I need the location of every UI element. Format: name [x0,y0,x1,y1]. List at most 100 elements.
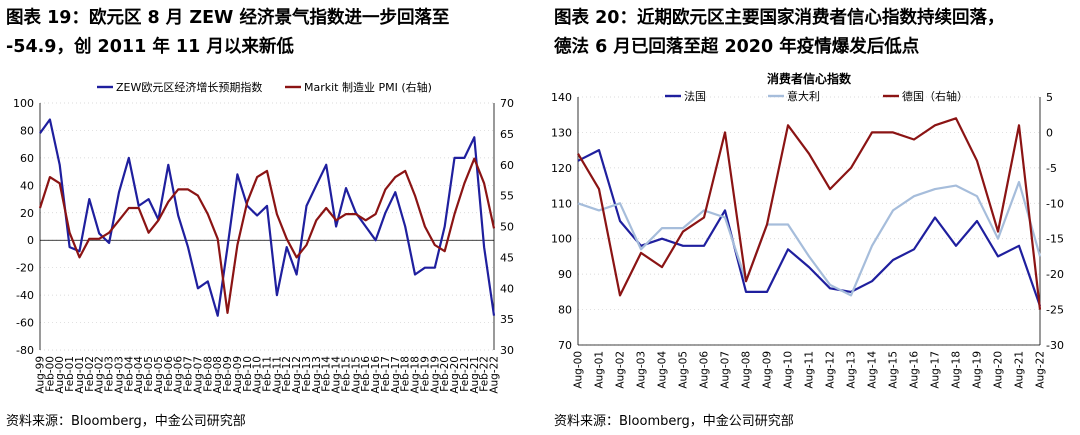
legend-label: Markit 制造业 PMI (右轴) [304,80,432,94]
x-tick-label: Aug-07 [192,356,204,394]
x-tick-label: Aug-08 [741,351,753,389]
legend-label: 法国 [684,89,706,103]
x-tick-label: Feb-07 [183,356,195,392]
x-tick-label: Feb-06 [163,356,175,392]
series-line-0 [39,118,496,317]
legend-label: ZEW欧元区经济增长预期指数 [116,80,262,94]
x-tick-label: Feb-12 [281,356,293,392]
x-tick-label: Feb-04 [123,356,135,392]
x-tick-label: Feb-15 [340,356,352,392]
x-tick-label: Aug-10 [783,351,795,389]
x-tick-label: Aug-07 [720,351,732,389]
y-tick-right: 35 [500,313,514,326]
y-tick-right: -10 [1046,197,1064,210]
x-tick-label: Aug-17 [390,356,402,394]
x-tick-label: Feb-20 [439,356,451,392]
x-tick-label: Aug-14 [331,356,343,394]
x-tick-label: Feb-08 [202,356,214,392]
x-tick-label: Aug-17 [930,351,942,389]
right-title: 图表 20：近期欧元区主要国家消费者信心指数持续回落， 德法 6 月已回落至超 … [554,8,1005,57]
x-tick-label: Aug-18 [951,351,963,389]
x-tick-label: Aug-18 [410,356,422,394]
x-tick-label: Aug-20 [993,351,1005,389]
y-tick-right: 5 [1046,91,1053,104]
x-tick-label: Feb-14 [321,356,333,392]
y-tick-left: 100 [13,97,34,110]
series-line-2 [577,117,1042,310]
x-tick-label: Aug-04 [133,356,145,394]
x-tick-label: Aug-15 [888,351,900,389]
x-tick-label: Feb-01 [64,356,76,392]
x-tick-label: Aug-02 [615,351,627,389]
right-panel: 图表 20：近期欧元区主要国家消费者信心指数持续回落， 德法 6 月已回落至超 … [548,0,1080,435]
x-tick-label: Aug-15 [350,356,362,394]
x-tick-label: Feb-03 [104,356,116,392]
x-tick-label: Aug-21 [1014,351,1026,389]
y-tick-left: -80 [16,344,34,357]
x-tick-label: Aug-13 [311,356,323,394]
series-line-1 [577,180,1042,297]
series-line-0 [577,148,1042,307]
y-tick-left: 130 [551,126,572,139]
y-tick-right: 65 [500,128,514,141]
x-tick-label: Feb-00 [44,356,56,392]
x-tick-label: Feb-17 [380,356,392,392]
x-tick-label: Aug-21 [469,356,481,394]
y-tick-right: 40 [500,282,514,295]
x-tick-label: Aug-19 [429,356,441,394]
x-tick-label: Aug-20 [449,356,461,394]
y-tick-left: 100 [551,233,572,246]
right-chart: 140 130 120 110 100 90 80 70 5 0 -5 -10 -15 -20 -25 -30… [551,71,1064,389]
x-tick-label: Aug-16 [370,356,382,394]
left-panel: 图表 19：欧元区 8 月 ZEW 经济景气指数进一步回落至 -54.9，创 2… [6,8,514,429]
y-tick-right: 50 [500,221,514,234]
x-tick-label: Aug-19 [972,351,984,389]
y-tick-left: 80 [20,124,34,137]
x-tick-label: Aug-10 [252,356,264,394]
y-tick-left: 90 [558,268,572,281]
x-tick-label: Aug-12 [825,351,837,389]
x-tick-label: Aug-09 [762,351,774,389]
x-tick-label: Aug-22 [489,356,501,394]
chart-inner-title: 消费者信心指数 [767,71,852,86]
y-tick-right: 0 [1046,126,1053,139]
x-tick-label: Feb-16 [360,356,372,392]
x-tick-label: Aug-06 [173,356,185,394]
x-tick-label: Aug-00 [573,351,585,389]
y-tick-left: 60 [20,152,34,165]
y-tick-left: 40 [20,179,34,192]
x-tick-label: Aug-12 [291,356,303,394]
y-tick-right: -30 [1046,339,1064,352]
x-tick-label: Feb-05 [143,356,155,392]
left-source: 资料来源：Bloomberg，中金公司研究部 [6,414,246,429]
y-tick-left: 70 [558,339,572,352]
y-tick-right: -25 [1046,304,1064,317]
x-tick-label: Aug-11 [804,351,816,389]
x-tick-label: Feb-11 [262,356,274,392]
x-tick-label: Feb-18 [400,356,412,392]
x-tick-label: Aug-06 [699,351,711,389]
x-tick-label: Aug-05 [153,356,165,394]
y-tick-right: 60 [500,159,514,172]
y-tick-right: 70 [500,97,514,110]
x-tick-label: Aug-01 [594,351,606,389]
x-tick-label: Aug-05 [678,351,690,389]
x-tick-label: Aug-03 [113,356,125,394]
x-tick-label: Aug-16 [909,351,921,389]
x-tick-label: Aug-03 [636,351,648,389]
x-tick-label: Aug-99 [35,356,47,394]
y-tick-left: 110 [551,197,572,210]
x-tick-label: Aug-11 [271,356,283,394]
x-tick-label: Aug-14 [867,351,879,389]
legend-label: 意大利 [787,89,820,103]
y-tick-right: 45 [500,251,514,264]
y-tick-left: -20 [16,262,34,275]
x-tick-label: Feb-13 [301,356,313,392]
x-tick-label: Feb-21 [459,356,471,392]
x-tick-label: Feb-22 [479,356,491,392]
y-tick-left: -60 [16,317,34,330]
x-tick-label: Aug-04 [657,351,669,389]
legend-label: 德国（右轴） [902,89,968,103]
y-tick-left: 140 [551,91,572,104]
x-tick-label: Feb-19 [419,356,431,392]
